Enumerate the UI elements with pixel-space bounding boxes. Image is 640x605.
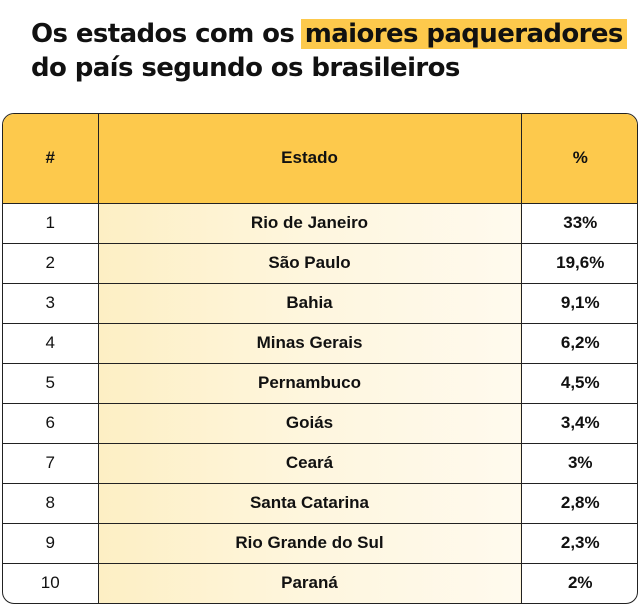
table-header-row: # Estado %	[3, 114, 637, 204]
percent-cell: 9,1%	[521, 283, 637, 324]
state-cell: Rio de Janeiro	[98, 203, 522, 244]
rank-cell: 10	[3, 563, 99, 603]
percent-cell: 19,6%	[521, 243, 637, 284]
ranking-table: # Estado % 1 Rio de Janeiro 33% 2 São Paulo 1…	[2, 113, 638, 604]
percent-cell: 2%	[567, 573, 593, 593]
percent-cell: 3%	[521, 443, 637, 484]
state-cell: Rio Grande do Sul	[98, 523, 522, 564]
page-title: Os estados com os maiores paqueradores d…	[31, 17, 631, 85]
table-row: 10 Paraná 2%	[3, 563, 637, 603]
percent-cell: 33%	[521, 203, 637, 244]
column-header-state: Estado	[98, 114, 522, 204]
table-row: 5 Pernambuco 4,5%	[3, 363, 637, 404]
table-row: 3 Bahia 9,1%	[3, 283, 637, 324]
percent-cell: 3,4%	[521, 403, 637, 444]
percent-cell: 2,8%	[521, 483, 637, 524]
rank-cell: 9	[3, 523, 99, 564]
title-line2: do país segundo os brasileiros	[31, 53, 460, 83]
rank-cell: 8	[3, 483, 99, 524]
state-cell: Goiás	[98, 403, 522, 444]
state-cell: Pernambuco	[98, 363, 522, 404]
table-row: 9 Rio Grande do Sul 2,3%	[3, 523, 637, 564]
table-row: 7 Ceará 3%	[3, 443, 637, 484]
table-row: 8 Santa Catarina 2,8%	[3, 483, 637, 524]
state-cell: Ceará	[98, 443, 522, 484]
rank-cell: 2	[3, 243, 99, 284]
table-row: 1 Rio de Janeiro 33%	[3, 203, 637, 244]
state-cell: São Paulo	[98, 243, 522, 284]
rank-cell: 4	[3, 323, 99, 364]
table-row: 2 São Paulo 19,6%	[3, 243, 637, 284]
rank-cell: 6	[3, 403, 99, 444]
title-highlight: maiores paqueradores	[300, 19, 627, 49]
percent-cell: 2,3%	[521, 523, 637, 564]
state-cell: Bahia	[98, 283, 522, 324]
table-body: 1 Rio de Janeiro 33% 2 São Paulo 19,6% 3 Bahia 9…	[3, 203, 637, 603]
column-header-percent: %	[521, 114, 637, 204]
rank-cell: 5	[3, 363, 99, 404]
rank-cell: 1	[3, 203, 99, 244]
title-part1: Os estados com os	[31, 19, 303, 49]
percent-cell: 4,5%	[521, 363, 637, 404]
state-cell: Santa Catarina	[98, 483, 522, 524]
percent-cell: 6,2%	[521, 323, 637, 364]
state-cell: Minas Gerais	[98, 323, 522, 364]
table-row: 4 Minas Gerais 6,2%	[3, 323, 637, 364]
table-row: 6 Goiás 3,4%	[3, 403, 637, 444]
column-header-rank: #	[3, 114, 99, 204]
rank-cell: 7	[3, 443, 99, 484]
rank-cell: 3	[3, 283, 99, 324]
state-cell: Paraná	[98, 563, 522, 603]
